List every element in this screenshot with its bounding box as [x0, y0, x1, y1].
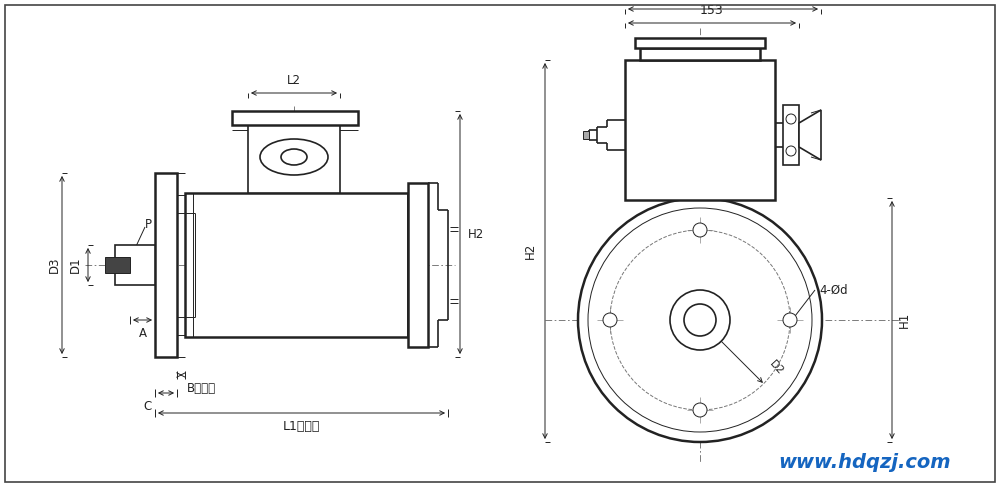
Text: H2: H2: [524, 243, 537, 259]
Text: D2: D2: [767, 359, 785, 377]
Text: 4-Ød: 4-Ød: [819, 283, 848, 297]
Text: C: C: [144, 400, 152, 413]
Bar: [185, 193, 415, 337]
Bar: [115, 245, 155, 285]
Ellipse shape: [281, 149, 307, 165]
Bar: [248, 125, 340, 193]
Text: B工作时: B工作时: [187, 382, 216, 395]
Bar: [232, 111, 358, 125]
Bar: [635, 38, 765, 48]
Text: L2: L2: [287, 74, 301, 87]
Bar: [625, 60, 775, 200]
Text: H2: H2: [468, 227, 484, 241]
Bar: [583, 131, 589, 139]
Circle shape: [783, 313, 797, 327]
Text: D1: D1: [69, 257, 82, 273]
Text: H1: H1: [898, 312, 911, 328]
Text: www.hdqzj.com: www.hdqzj.com: [779, 452, 951, 471]
Bar: [155, 173, 177, 357]
Circle shape: [684, 304, 716, 336]
Bar: [105, 257, 130, 273]
Circle shape: [786, 146, 796, 156]
Circle shape: [670, 290, 730, 350]
Text: L1工作时: L1工作时: [283, 420, 320, 433]
Circle shape: [693, 223, 707, 237]
Circle shape: [603, 313, 617, 327]
Text: P: P: [145, 219, 152, 231]
Circle shape: [693, 403, 707, 417]
Bar: [640, 48, 760, 60]
Polygon shape: [799, 110, 821, 160]
Bar: [783, 105, 799, 165]
Circle shape: [578, 198, 822, 442]
Text: A: A: [138, 327, 146, 340]
Text: 208: 208: [711, 0, 735, 3]
Ellipse shape: [260, 139, 328, 175]
Circle shape: [786, 114, 796, 124]
Text: 153: 153: [700, 4, 724, 17]
Bar: [408, 183, 428, 347]
Text: D3: D3: [48, 257, 60, 273]
